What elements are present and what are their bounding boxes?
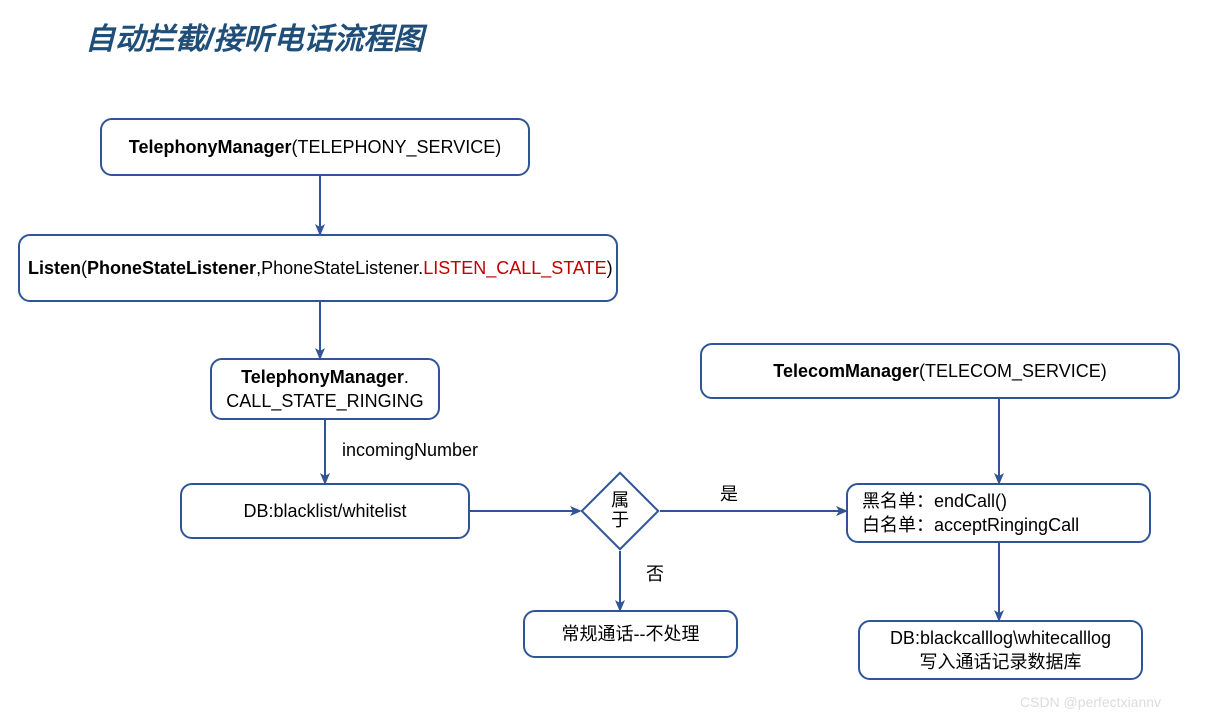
node-telephony-manager: TelephonyManager(TELEPHONY_SERVICE)	[100, 118, 530, 176]
node-db-blacklist-whitelist: DB:blacklist/whitelist	[180, 483, 470, 539]
node-endcall-accept: 黑名单：endCall()白名单：acceptRingingCall	[846, 483, 1151, 543]
edge-label-incoming-number: incomingNumber	[342, 440, 478, 461]
decision-belongs-to: 属 于	[580, 471, 659, 550]
decision-label: 属 于	[611, 491, 629, 531]
node-telecom-manager: TelecomManager(TELECOM_SERVICE)	[700, 343, 1180, 399]
edge-label-no: 否	[646, 560, 664, 586]
node-call-state-ringing: TelephonyManager.CALL_STATE_RINGING	[210, 358, 440, 420]
diagram-title: 自动拦截/接听电话流程图	[85, 14, 423, 58]
node-regular-call: 常规通话--不处理	[523, 610, 738, 658]
node-listen: Listen(PhoneStateListener,PhoneStateList…	[18, 234, 618, 302]
edge-label-yes: 是	[720, 480, 738, 506]
watermark: CSDN @perfectxiannv	[1020, 694, 1161, 710]
node-db-calllog: DB:blackcalllog\whitecalllog写入通话记录数据库	[858, 620, 1143, 680]
